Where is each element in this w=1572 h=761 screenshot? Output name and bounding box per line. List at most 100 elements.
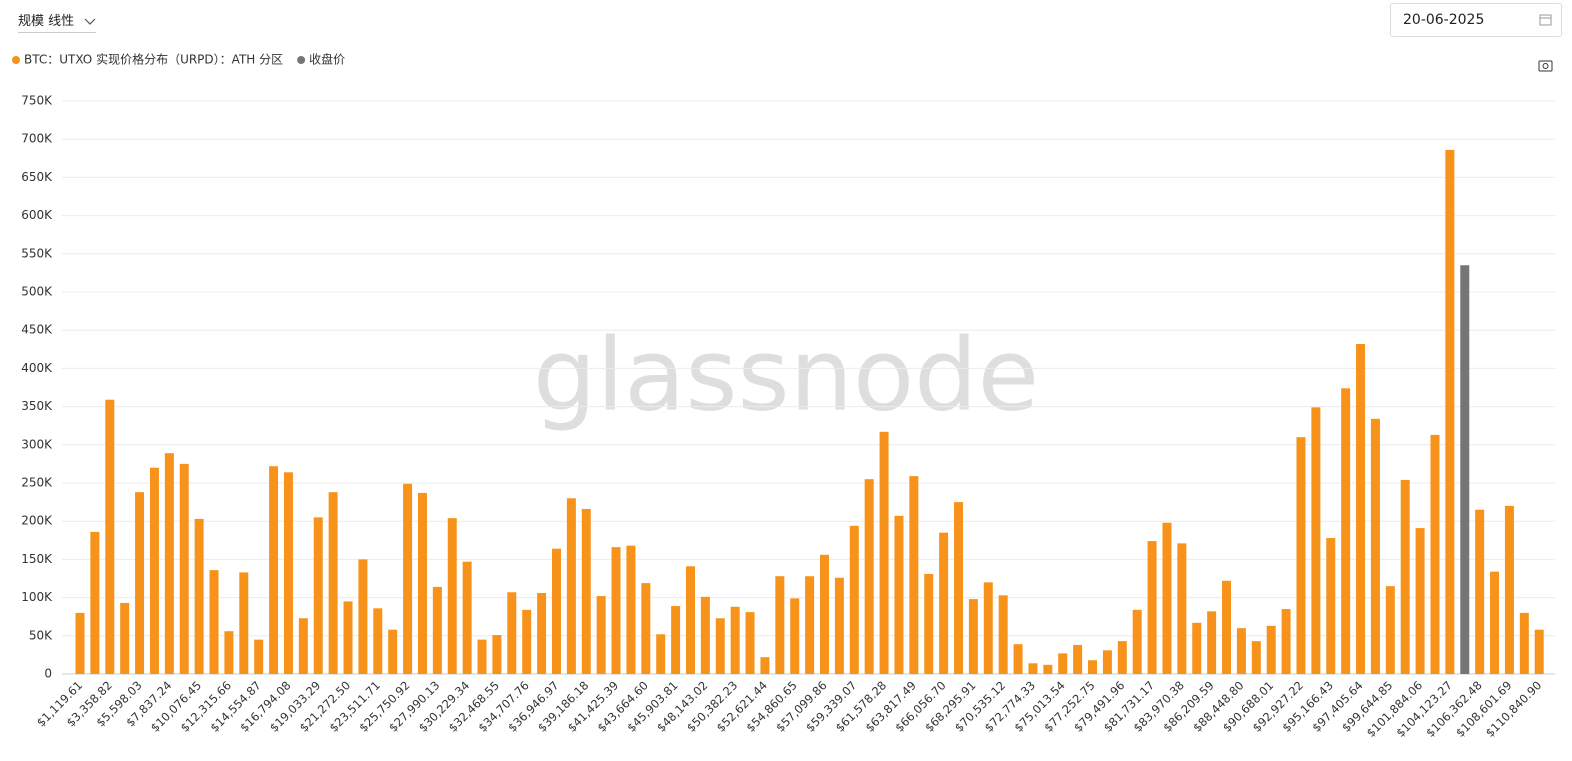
bar — [820, 554, 829, 674]
bar — [1281, 609, 1291, 674]
bar — [1311, 407, 1321, 674]
bar — [566, 498, 576, 674]
bar — [1356, 343, 1366, 674]
bar — [1415, 528, 1425, 674]
watermark: glassnode — [533, 316, 1039, 433]
bar — [1445, 149, 1455, 674]
bar — [135, 492, 145, 674]
bar — [1028, 663, 1038, 674]
y-tick-label: 750K — [21, 94, 53, 108]
bar — [1370, 418, 1380, 674]
bar — [834, 577, 844, 674]
bar — [105, 399, 115, 674]
bar — [1326, 538, 1336, 674]
y-tick-label: 0 — [44, 667, 52, 681]
bar — [432, 586, 442, 674]
bar — [522, 609, 532, 674]
bar — [924, 573, 934, 674]
bar — [298, 618, 308, 674]
bar — [194, 518, 204, 674]
bar — [75, 612, 85, 674]
bar — [283, 472, 293, 674]
date-value: 20-06-2025 — [1403, 12, 1485, 28]
bar — [209, 570, 219, 674]
y-tick-label: 600K — [21, 208, 53, 222]
bar — [775, 576, 785, 674]
bar — [1475, 509, 1485, 674]
bar — [700, 596, 710, 674]
y-tick-label: 700K — [21, 132, 53, 146]
bar — [1400, 479, 1410, 674]
bar — [447, 518, 457, 674]
y-tick-label: 450K — [21, 323, 53, 337]
bar — [864, 479, 874, 674]
bar — [641, 583, 651, 674]
bar — [1117, 641, 1127, 674]
y-tick-label: 250K — [21, 476, 53, 490]
bar — [239, 572, 249, 674]
bar — [1460, 265, 1470, 674]
bar — [1266, 625, 1276, 674]
bar — [254, 639, 264, 674]
bar — [343, 601, 353, 674]
bar — [477, 639, 487, 674]
scale-label: 规模 — [18, 14, 45, 29]
bar — [1296, 437, 1306, 674]
y-tick-label: 100K — [21, 590, 53, 604]
y-tick-label: 500K — [21, 285, 53, 299]
scale-dropdown[interactable]: 规模 线性 — [18, 10, 97, 33]
bar — [805, 576, 815, 674]
bar — [730, 606, 740, 674]
y-tick-label: 200K — [21, 514, 53, 528]
bar — [909, 476, 919, 674]
bar — [1043, 664, 1053, 674]
bar — [1251, 641, 1261, 674]
bar — [1504, 505, 1514, 674]
bar — [120, 602, 130, 674]
bar — [1073, 644, 1083, 674]
bar — [1519, 612, 1529, 674]
bar — [1162, 522, 1172, 674]
bar — [849, 525, 859, 674]
bar — [998, 595, 1008, 674]
bar — [1102, 650, 1112, 674]
y-tick-label: 400K — [21, 361, 53, 375]
bar — [358, 559, 368, 674]
bar — [1341, 388, 1351, 674]
bar — [1236, 628, 1246, 674]
bar — [611, 547, 621, 674]
bar — [313, 517, 323, 674]
bar — [715, 618, 725, 674]
bar — [1132, 609, 1142, 674]
bar — [894, 515, 904, 674]
bar — [224, 631, 234, 674]
bar — [581, 508, 591, 674]
camera-icon[interactable] — [1538, 60, 1553, 72]
legend-marker — [297, 56, 306, 64]
bar — [626, 545, 636, 674]
bar — [1534, 629, 1544, 674]
bar — [685, 566, 695, 674]
bar — [1385, 586, 1395, 674]
bar — [149, 467, 159, 674]
date-picker[interactable]: 20-06-2025 — [1390, 3, 1562, 37]
bar — [328, 492, 338, 674]
y-tick-label: 350K — [21, 399, 53, 413]
bar — [939, 532, 949, 674]
y-tick-label: 150K — [21, 552, 53, 566]
y-tick-label: 650K — [21, 170, 53, 184]
legend-label: 收盘价 — [309, 52, 345, 67]
bar — [1088, 660, 1098, 674]
bar — [671, 606, 681, 674]
bar — [164, 453, 174, 674]
bar — [1177, 543, 1187, 674]
bar — [1222, 580, 1232, 674]
bar — [507, 592, 517, 674]
bar — [417, 492, 427, 674]
bar — [1058, 653, 1068, 674]
bar — [388, 629, 398, 674]
bar — [90, 531, 100, 674]
bar — [1013, 644, 1023, 674]
